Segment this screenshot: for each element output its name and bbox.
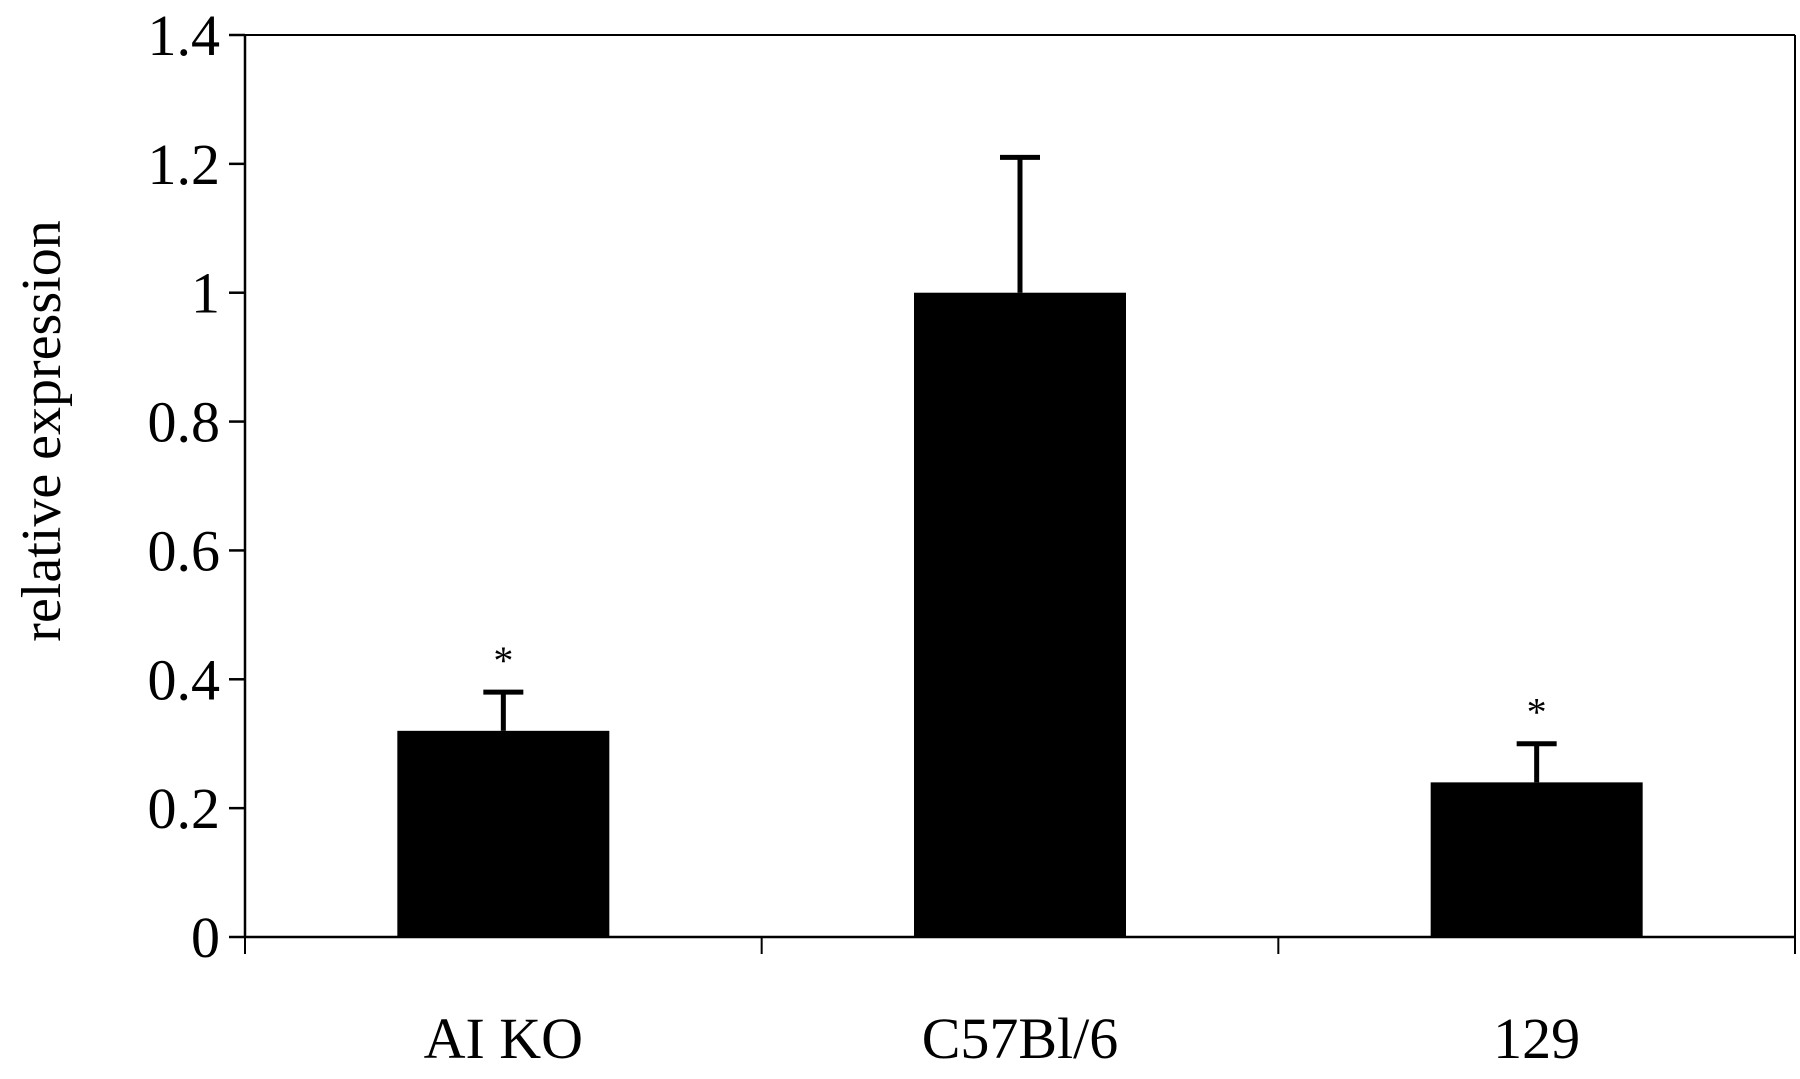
significance-star: * bbox=[1527, 690, 1547, 735]
significance-markers: ** bbox=[493, 638, 1546, 735]
y-tick-label: 0.6 bbox=[148, 518, 221, 583]
x-category-label: C57Bl/6 bbox=[922, 1006, 1119, 1071]
y-axis-title: relative expression bbox=[11, 220, 73, 641]
y-tick-label: 1.4 bbox=[148, 3, 221, 68]
bar bbox=[397, 730, 610, 937]
y-tick-label: 0.8 bbox=[148, 390, 221, 455]
x-category-label: 129 bbox=[1493, 1006, 1580, 1071]
x-axis-ticks: AI KO C57Bl/6 129 bbox=[244, 937, 1796, 1071]
bar bbox=[1430, 782, 1643, 937]
y-tick-label: 1 bbox=[191, 261, 220, 326]
bars bbox=[397, 292, 1643, 937]
axis-labels: relative expression bbox=[11, 220, 73, 641]
y-tick-label: 0.4 bbox=[148, 647, 221, 712]
y-axis-ticks: 0 0.2 0.4 0.6 0.8 1 1.2 1.4 bbox=[148, 3, 245, 970]
y-tick-label: 1.2 bbox=[148, 132, 221, 197]
y-tick-label: 0 bbox=[191, 905, 220, 970]
error-bars bbox=[483, 154, 1557, 783]
bar bbox=[914, 292, 1126, 937]
significance-star: * bbox=[493, 638, 513, 683]
x-category-label: AI KO bbox=[424, 1006, 583, 1071]
y-tick-label: 0.2 bbox=[148, 776, 221, 841]
